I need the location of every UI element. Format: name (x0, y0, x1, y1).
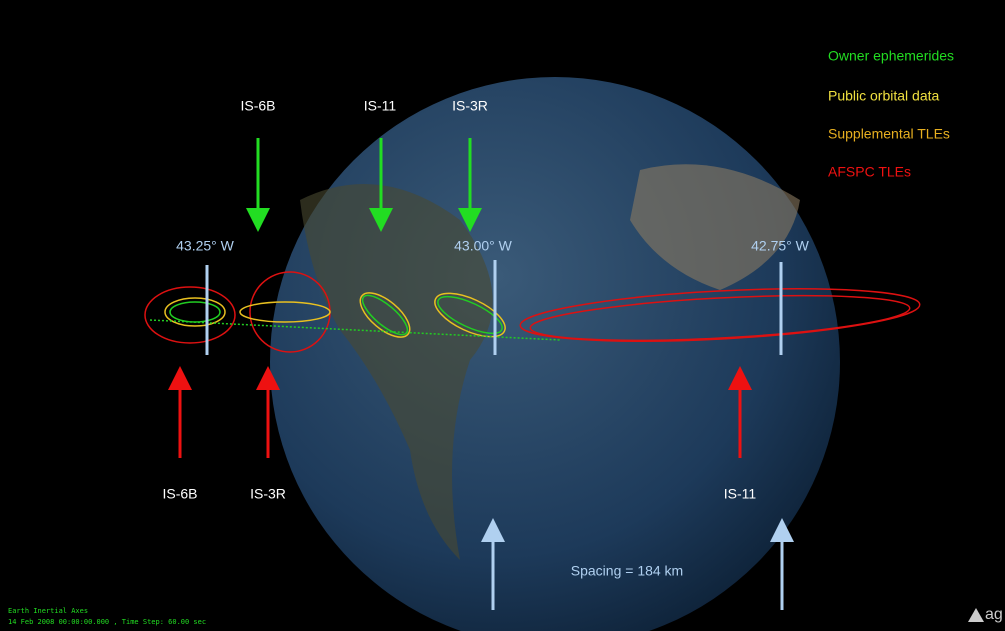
legend-entry: Public orbital data (828, 88, 940, 104)
longitude-label: 42.75° W (751, 238, 810, 254)
satellite-label: IS-6B (162, 486, 197, 502)
spacing-arrows (481, 518, 794, 610)
orbits (144, 271, 921, 353)
satellite-label: IS-3R (250, 486, 286, 502)
satellite-label: IS-11 (724, 486, 757, 502)
red-arrows (168, 366, 752, 458)
satellite-label: IS-6B (240, 98, 275, 114)
satellite-label: IS-3R (452, 98, 488, 114)
green-arrows (246, 138, 482, 232)
globe (270, 77, 840, 631)
footer-axes: Earth Inertial Axes (8, 607, 88, 615)
longitude-label: 43.25° W (176, 238, 235, 254)
logo: ag (985, 606, 1003, 623)
spacing-label: Spacing = 184 km (571, 563, 683, 579)
legend-entry: AFSPC TLEs (828, 164, 911, 180)
footer-time: 14 Feb 2008 00:00:00.000 , Time Step: 60… (8, 618, 206, 626)
legend-entry: Owner ephemerides (828, 48, 954, 64)
longitude-label: 43.00° W (454, 238, 513, 254)
continent (300, 184, 493, 560)
satellite-label: IS-11 (364, 98, 397, 114)
legend-entry: Supplemental TLEs (828, 126, 950, 142)
logo-icon (968, 608, 984, 622)
continent (630, 164, 800, 290)
longitude-markers (205, 260, 783, 355)
